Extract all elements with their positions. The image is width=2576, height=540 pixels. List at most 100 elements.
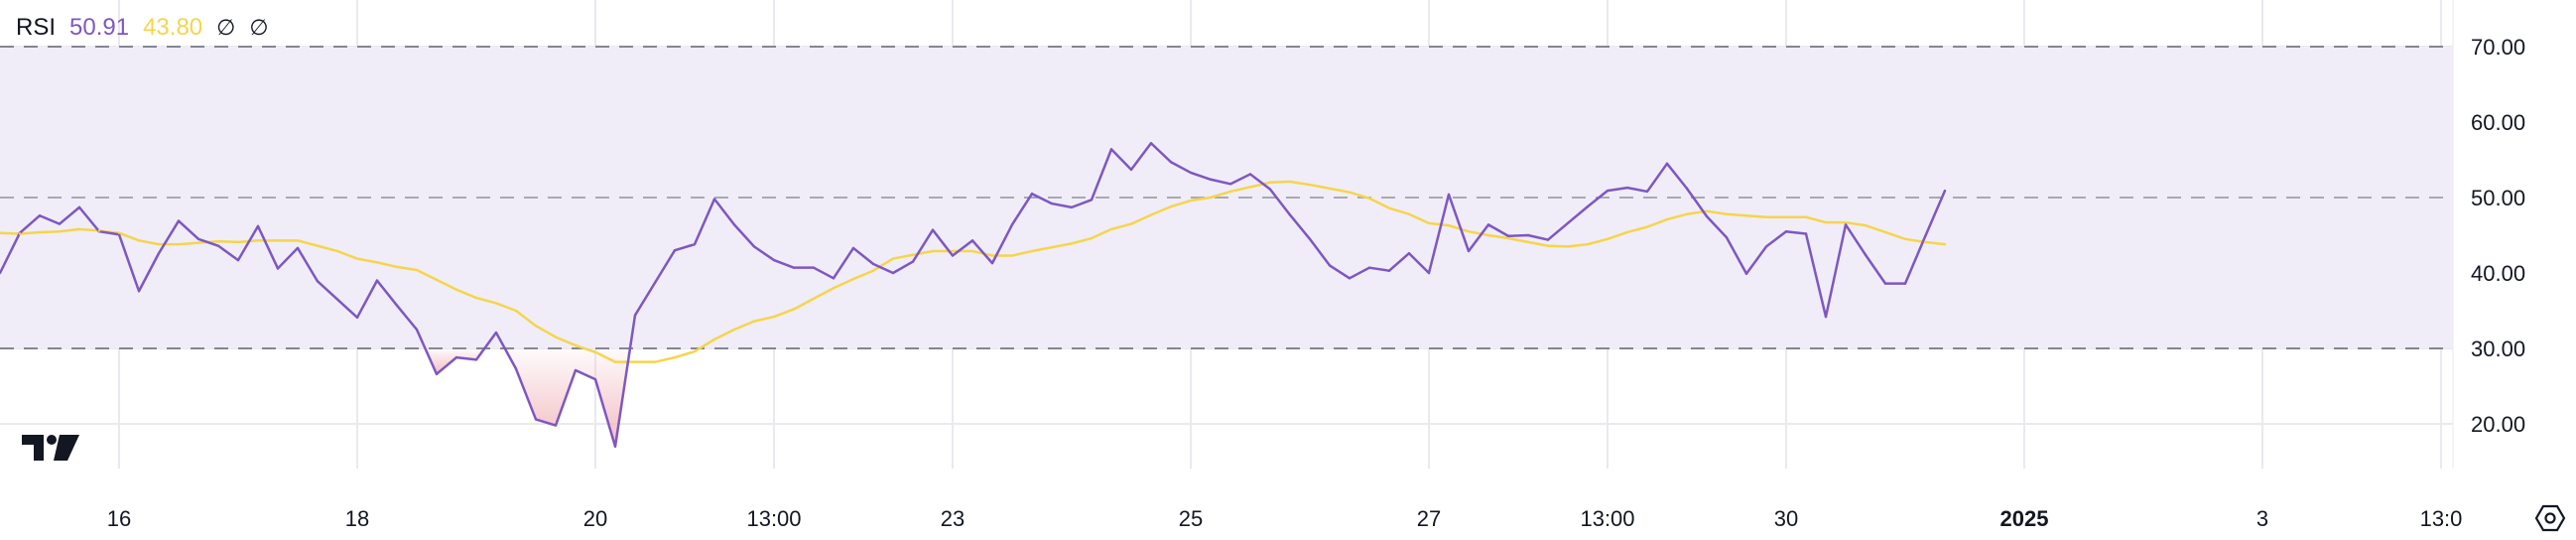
ma-point [177,242,181,246]
ma-point [1824,220,1828,224]
rsi-point [534,418,538,421]
rsi-point [891,271,895,275]
ma-point [375,261,379,264]
ma-point [693,349,697,353]
ma-point [1209,196,1213,200]
rsi-point [1149,142,1153,145]
ma-point [514,309,518,313]
ma-point [137,239,141,242]
x-tick-label: 13:00 [1580,506,1634,531]
rsi-point [1804,232,1808,235]
rsi-point [1090,199,1094,202]
rsi-point [1129,168,1133,172]
y-tick-label: 60.00 [2471,110,2525,135]
ma-point [574,343,578,347]
rsi-point [1467,249,1471,253]
x-tick-label: 16 [107,506,131,531]
rsi-point [772,258,776,262]
ma-point [1606,237,1610,240]
rsi-point [1844,223,1848,226]
ma-point [1864,223,1868,227]
ma-point [1090,236,1094,240]
ma-point [1586,242,1590,246]
ma-point [554,336,558,338]
tradingview-logo[interactable] [22,435,79,461]
ma-point [1367,197,1371,200]
ma-point [1447,223,1451,227]
rsi-point [177,219,181,222]
ma-point [1189,199,1193,202]
ma-point [1427,221,1431,225]
rsi-point [653,281,657,285]
rsi-point [1070,205,1074,209]
ma-point [832,287,836,290]
x-tick-label: 13:0 [2420,506,2463,531]
ma-point [851,277,855,281]
rsi-point [1705,214,1709,218]
ma-point [395,265,399,269]
indicator-legend[interactable]: RSI 50.91 43.80 ∅ ∅ [16,14,268,42]
ma-point [18,232,22,235]
rsi-point [832,277,836,280]
settings-hexagon-icon[interactable] [2534,504,2566,532]
oversold-area [504,348,630,447]
rsi-point [693,242,697,246]
price-axis[interactable]: 70.00 60.00 50.00 40.00 30.00 20.00 [2471,35,2525,437]
ma-point [1169,204,1173,208]
x-tick-label: 25 [1179,506,1203,531]
rsi-point [990,261,994,265]
rsi-point [1645,190,1649,194]
rsi-point [633,314,637,317]
ma-value: 43.80 [143,14,203,41]
ma-point [1685,212,1689,215]
ma-point [196,241,200,244]
ma-point [772,315,776,319]
x-tick-label: 30 [1774,506,1798,531]
rsi-point [812,266,816,269]
rsi-point [296,246,300,250]
rsi-point [494,331,498,335]
rsi-point [574,368,578,372]
rsi-point [1308,237,1312,240]
ma-point [871,269,875,272]
ma-point [1844,220,1848,224]
rsi-point [435,372,439,376]
rsi-point [970,239,974,242]
y-tick-label: 30.00 [2471,337,2525,361]
rsi-point [1427,271,1431,275]
rsi-point [276,267,280,270]
ma-point [1348,191,1352,194]
ma-point [1566,245,1570,248]
ma-point [792,308,796,311]
ma-point [1149,213,1153,216]
ma-point [1228,190,1232,194]
y-tick-label: 40.00 [2471,261,2525,286]
ma-point [970,249,974,253]
rsi-point [1328,264,1332,267]
rsi-point [1109,148,1113,151]
ma-point [951,249,955,253]
ma-point [1725,212,1729,215]
ma-point [593,350,597,353]
rsi-point [1606,189,1610,193]
rsi-point [1050,202,1054,205]
ma-point [454,288,458,291]
ma-point [1526,240,1530,244]
rsi-point [593,377,597,381]
ma-point [1467,230,1471,233]
x-tick-label: 20 [583,506,607,531]
rsi-value: 50.91 [69,14,130,41]
rsi-point [1486,223,1490,226]
ma-point [97,229,101,232]
ma-point [1030,249,1034,253]
rsi-point [355,316,359,320]
ma-point [117,231,121,234]
ma-point [256,239,260,242]
indicator-name: RSI [16,14,57,41]
ma-point [1288,180,1292,184]
logo-mark-dot [47,435,57,445]
rsi-point [1725,236,1729,239]
time-axis[interactable]: 16 18 20 13:00 23 25 27 13:00 30 2025 3 13:0 [107,506,2463,531]
ma-point [1070,242,1074,245]
ma-point [236,240,240,244]
